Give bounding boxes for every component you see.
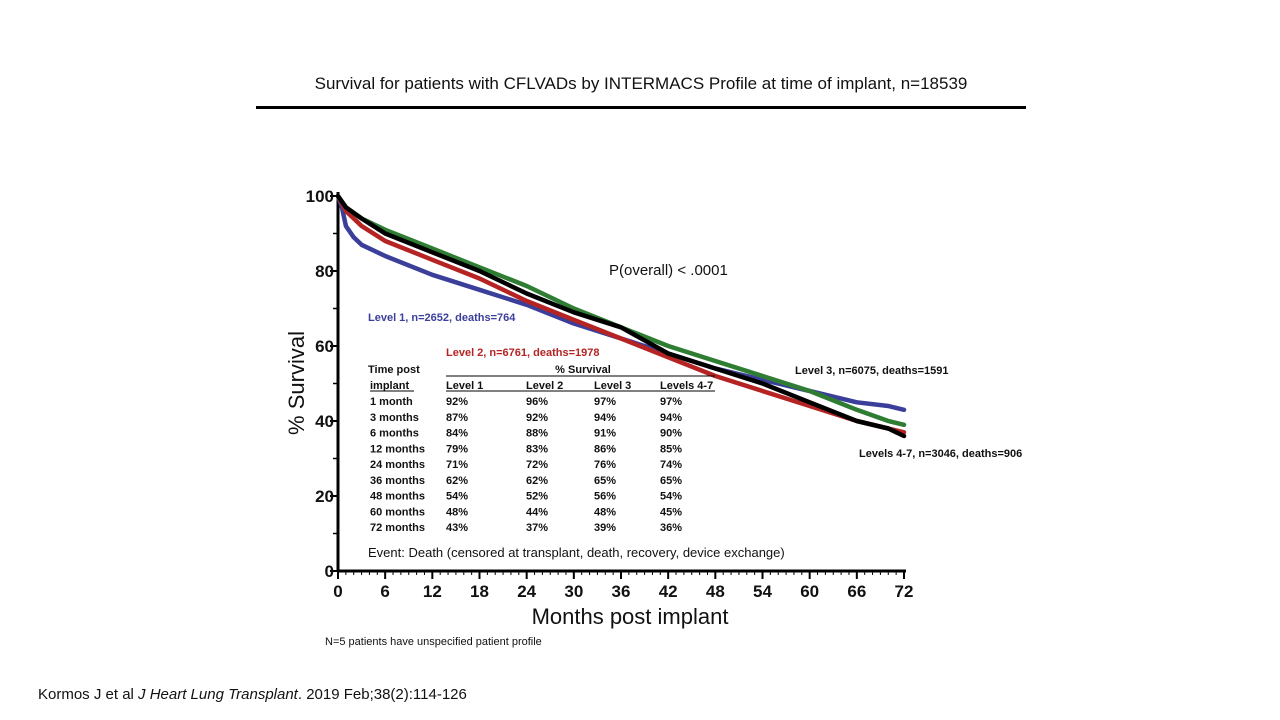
table-row-time: 36 months bbox=[370, 475, 425, 487]
citation-authors: Kormos J et al bbox=[38, 686, 139, 703]
table-row-time: 12 months bbox=[370, 443, 425, 455]
table-cell: 76% bbox=[594, 459, 616, 471]
series-label-2: Level 2, n=6761, deaths=1978 bbox=[446, 347, 600, 359]
table-cell: 45% bbox=[660, 506, 682, 518]
table-row-time: 6 months bbox=[370, 428, 419, 440]
p-value-label: P(overall) < .0001 bbox=[609, 262, 728, 279]
table-cell: 54% bbox=[660, 491, 682, 503]
x-tick-label: 54 bbox=[753, 582, 772, 601]
table-cell: 62% bbox=[446, 475, 468, 487]
table-cell: 65% bbox=[660, 475, 682, 487]
table-cell: 90% bbox=[660, 428, 682, 440]
y-tick-label: 60 bbox=[315, 337, 334, 356]
table-column-header: Levels 4-7 bbox=[660, 380, 713, 392]
table-cell: 87% bbox=[446, 412, 468, 424]
x-tick-label: 12 bbox=[423, 582, 442, 601]
series-line-2 bbox=[335, 193, 907, 435]
table-cell: 48% bbox=[446, 506, 468, 518]
table-cell: 71% bbox=[446, 459, 468, 471]
table-column-header: Level 1 bbox=[446, 380, 483, 392]
table-cell: 85% bbox=[660, 443, 682, 455]
table-cell: 43% bbox=[446, 522, 468, 534]
table-cell: 36% bbox=[660, 522, 682, 534]
table-cell: 72% bbox=[526, 459, 548, 471]
table-cell: 92% bbox=[526, 412, 548, 424]
table-row-time: 24 months bbox=[370, 459, 425, 471]
table-column-header: Level 2 bbox=[526, 380, 563, 392]
x-tick-label: 0 bbox=[333, 582, 342, 601]
event-note: Event: Death (censored at transplant, de… bbox=[368, 545, 785, 560]
slide-title: Survival for patients with CFLVADs by IN… bbox=[314, 74, 968, 93]
x-tick-label: 6 bbox=[380, 582, 389, 601]
x-tick-label: 42 bbox=[659, 582, 678, 601]
y-tick-label: 40 bbox=[315, 412, 334, 431]
table-row-time: 72 months bbox=[370, 522, 425, 534]
table-cell: 74% bbox=[660, 459, 682, 471]
table-cell: 37% bbox=[526, 522, 548, 534]
table-cell: 39% bbox=[594, 522, 616, 534]
table-cell: 83% bbox=[526, 443, 548, 455]
table-cell: 56% bbox=[594, 491, 616, 503]
table-column-header: Level 3 bbox=[594, 380, 631, 392]
table-cell: 97% bbox=[660, 396, 682, 408]
series-label-1: Level 1, n=2652, deaths=764 bbox=[368, 312, 516, 324]
table-cell: 79% bbox=[446, 443, 468, 455]
table-cell: 96% bbox=[526, 396, 548, 408]
series-line-4 bbox=[335, 193, 907, 439]
table-cell: 88% bbox=[526, 428, 548, 440]
y-tick-label: 100 bbox=[306, 187, 334, 206]
table-header-time: Time post bbox=[368, 364, 420, 376]
table-cell: 52% bbox=[526, 491, 548, 503]
x-tick-label: 24 bbox=[517, 582, 536, 601]
x-axis-title: Months post implant bbox=[532, 604, 729, 629]
table-row-time: 1 month bbox=[370, 396, 413, 408]
table-cell: 65% bbox=[594, 475, 616, 487]
citation-details: . 2019 Feb;38(2):114-126 bbox=[297, 686, 467, 703]
y-tick-label: 0 bbox=[325, 562, 334, 581]
x-tick-label: 18 bbox=[470, 582, 489, 601]
x-tick-label: 30 bbox=[564, 582, 583, 601]
y-tick-label: 20 bbox=[315, 487, 334, 506]
series-label-3: Level 3, n=6075, deaths=1591 bbox=[795, 365, 949, 377]
table-header-implant: implant bbox=[370, 380, 409, 392]
table-cell: 91% bbox=[594, 428, 616, 440]
series-line-1 bbox=[335, 193, 907, 413]
table-cell: 97% bbox=[594, 396, 616, 408]
table-cell: 44% bbox=[526, 506, 548, 518]
y-axis-title: % Survival bbox=[284, 331, 309, 435]
series-label-4: Levels 4-7, n=3046, deaths=906 bbox=[859, 448, 1022, 460]
table-cell: 92% bbox=[446, 396, 468, 408]
citation: Kormos J et al J Heart Lung Transplant. … bbox=[38, 686, 467, 703]
table-cell: 54% bbox=[446, 491, 468, 503]
citation-journal: J Heart Lung Transplant bbox=[138, 686, 298, 703]
table-row-time: 60 months bbox=[370, 506, 425, 518]
y-tick-label: 80 bbox=[315, 262, 334, 281]
table-row-time: 48 months bbox=[370, 491, 425, 503]
x-tick-label: 66 bbox=[847, 582, 866, 601]
table-row-time: 3 months bbox=[370, 412, 419, 424]
title-divider bbox=[256, 106, 1026, 109]
table-group-label: % Survival bbox=[555, 364, 611, 376]
table-cell: 84% bbox=[446, 428, 468, 440]
x-tick-label: 48 bbox=[706, 582, 725, 601]
x-tick-label: 72 bbox=[895, 582, 914, 601]
x-tick-label: 60 bbox=[800, 582, 819, 601]
table-cell: 48% bbox=[594, 506, 616, 518]
table-cell: 62% bbox=[526, 475, 548, 487]
table-cell: 86% bbox=[594, 443, 616, 455]
table-cell: 94% bbox=[594, 412, 616, 424]
x-tick-label: 36 bbox=[612, 582, 631, 601]
footnote: N=5 patients have unspecified patient pr… bbox=[325, 636, 542, 648]
table-cell: 94% bbox=[660, 412, 682, 424]
